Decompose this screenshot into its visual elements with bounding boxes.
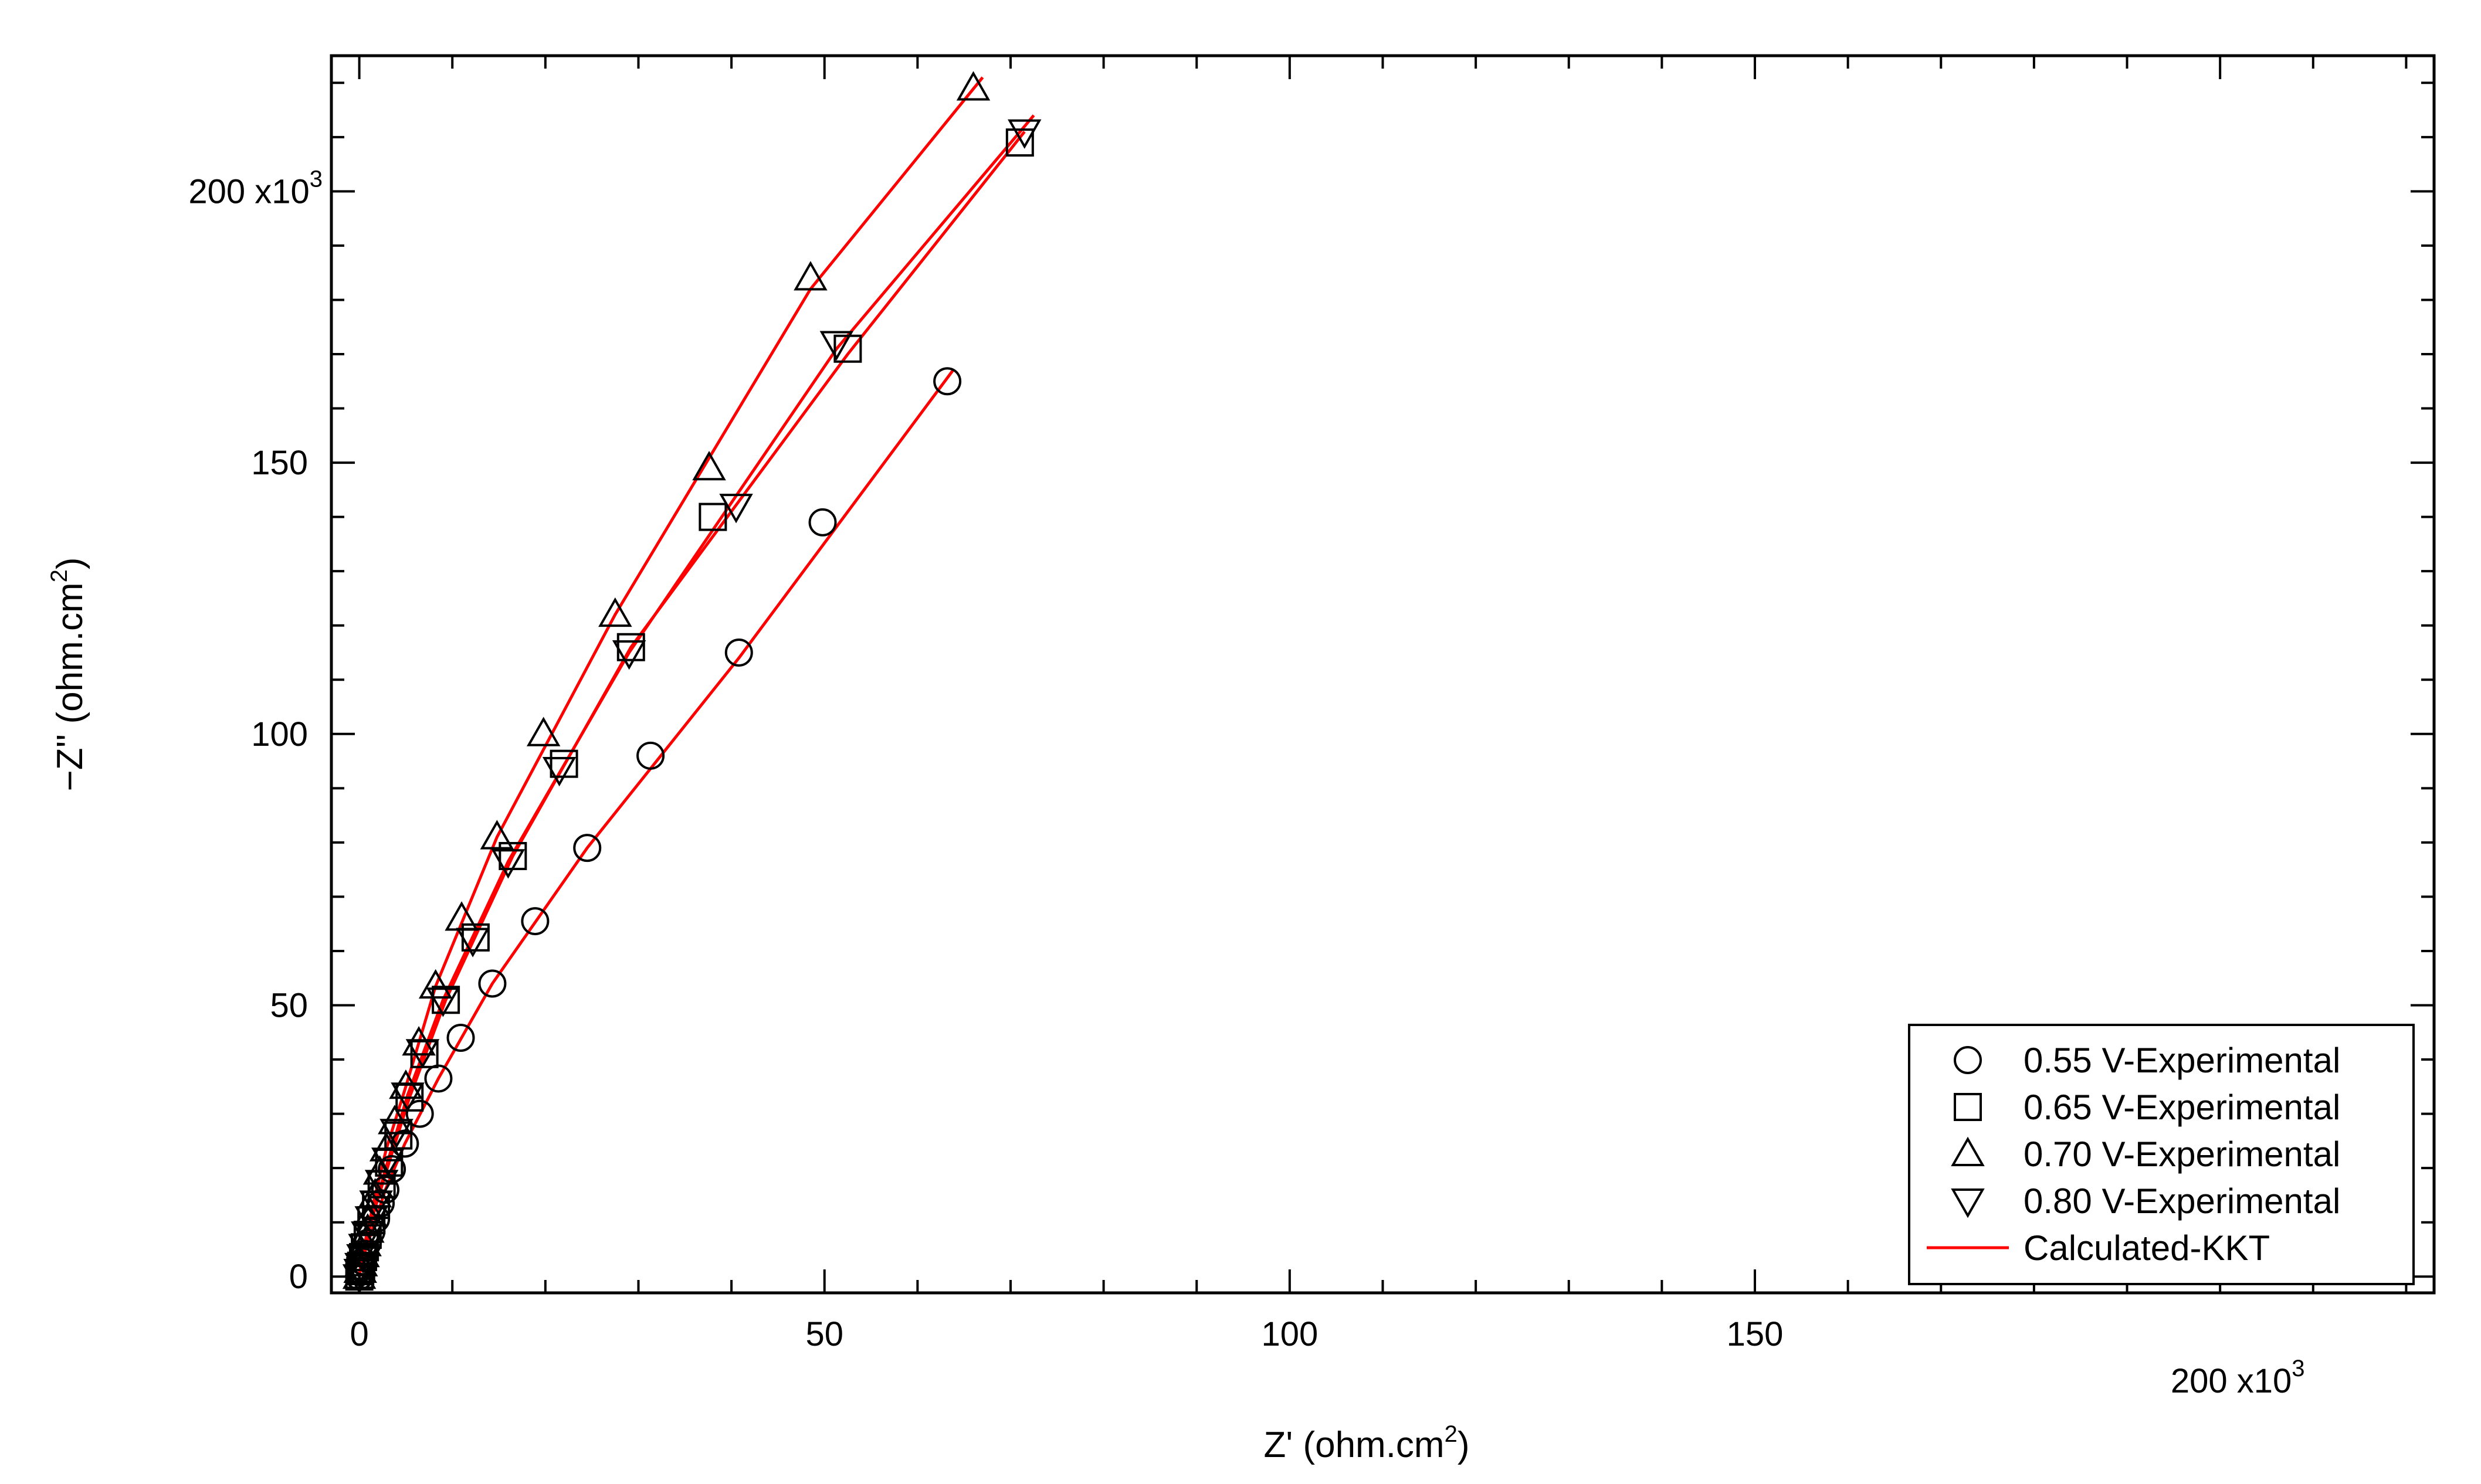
data-point [351,1221,385,1251]
data-point [379,1119,414,1149]
kkt-line-4 [358,114,1035,1277]
kkt-lines-layer [358,76,1035,1277]
data-point [426,987,460,1017]
legend-swatch-circle [1954,1046,1982,1074]
data-point [346,1244,380,1274]
data-point [364,1170,399,1200]
data-point [542,756,577,787]
legend-label: 0.80 V-Experimental [2024,1181,2340,1221]
data-point [371,1147,405,1177]
legend-swatch-triangle-down [1951,1188,1985,1218]
data-point [478,969,507,998]
legend: 0.55 V-Experimental 0.65 V-Experimental 0.… [1908,1024,2415,1285]
data-point [432,986,460,1014]
data-point [692,451,726,481]
data-point [391,1082,425,1112]
data-point [719,494,753,524]
data-point [480,820,514,850]
data-point [446,1024,475,1052]
data-point [378,1155,406,1183]
markers-layer [342,71,1042,1294]
series-triangle-down [342,119,1042,1294]
data-point [521,907,550,936]
data-point [405,1099,434,1128]
data-point [1005,128,1034,157]
data-point [1008,119,1042,149]
data-point [933,367,962,396]
series-triangle-up [342,71,991,1289]
y-axis-label: −Z'' (ohm.cm2) [46,557,90,791]
data-point [636,741,665,770]
legend-box [1908,1024,2415,1285]
legend-swatch-square [1954,1093,1982,1121]
data-point [808,508,837,536]
kkt-line-3 [358,76,984,1277]
data-point [456,928,490,957]
y-tick-label: 0 [289,1258,308,1296]
plot-frame [330,54,2436,1295]
data-point [794,261,828,291]
tick-labels-layer: 0 50 100 150 200 x103 0 50 100 150 200 x103 [188,166,2304,1400]
data-point [491,849,526,879]
y-tick-label: 50 [270,987,308,1025]
x-tick-label: 150 [1727,1315,1784,1353]
data-point [699,502,727,531]
data-point [405,1039,440,1069]
x-tick-label: 100 [1261,1315,1318,1353]
kkt-line-2 [358,131,1026,1277]
data-point [598,597,632,627]
y-tick-label: 200 x103 [188,166,323,210]
data-point [359,1190,393,1220]
data-point [612,640,646,670]
series-circle [345,367,962,1291]
data-point [833,334,862,363]
series-square [345,128,1034,1291]
legend-label: 0.70 V-Experimental [2024,1135,2340,1174]
data-point [573,834,602,862]
x-tick-label: 200 x103 [2171,1356,2305,1400]
x-tick-label: 0 [350,1315,368,1353]
kkt-line-1 [358,369,954,1277]
legend-label: Calculated-KKT [2024,1228,2270,1268]
data-point [418,969,453,999]
data-point [956,71,991,101]
legend-label: 0.65 V-Experimental [2024,1088,2340,1127]
data-point [348,1234,382,1264]
x-tick-label: 50 [805,1315,843,1353]
data-point [369,1132,404,1162]
x-axis-label: Z' (ohm.cm2) [1264,1421,1470,1465]
legend-swatch-triangle-up [1951,1136,1985,1166]
y-tick-label: 100 [251,715,308,753]
legend-label: 0.55 V-Experimental [2024,1041,2340,1080]
data-point [343,1259,377,1289]
data-point [724,638,753,667]
data-point [526,716,561,746]
y-tick-label: 150 [251,444,308,482]
data-point [819,331,854,361]
legend-items: 0.55 V-Experimental 0.65 V-Experimental 0.… [1927,1041,2340,1268]
